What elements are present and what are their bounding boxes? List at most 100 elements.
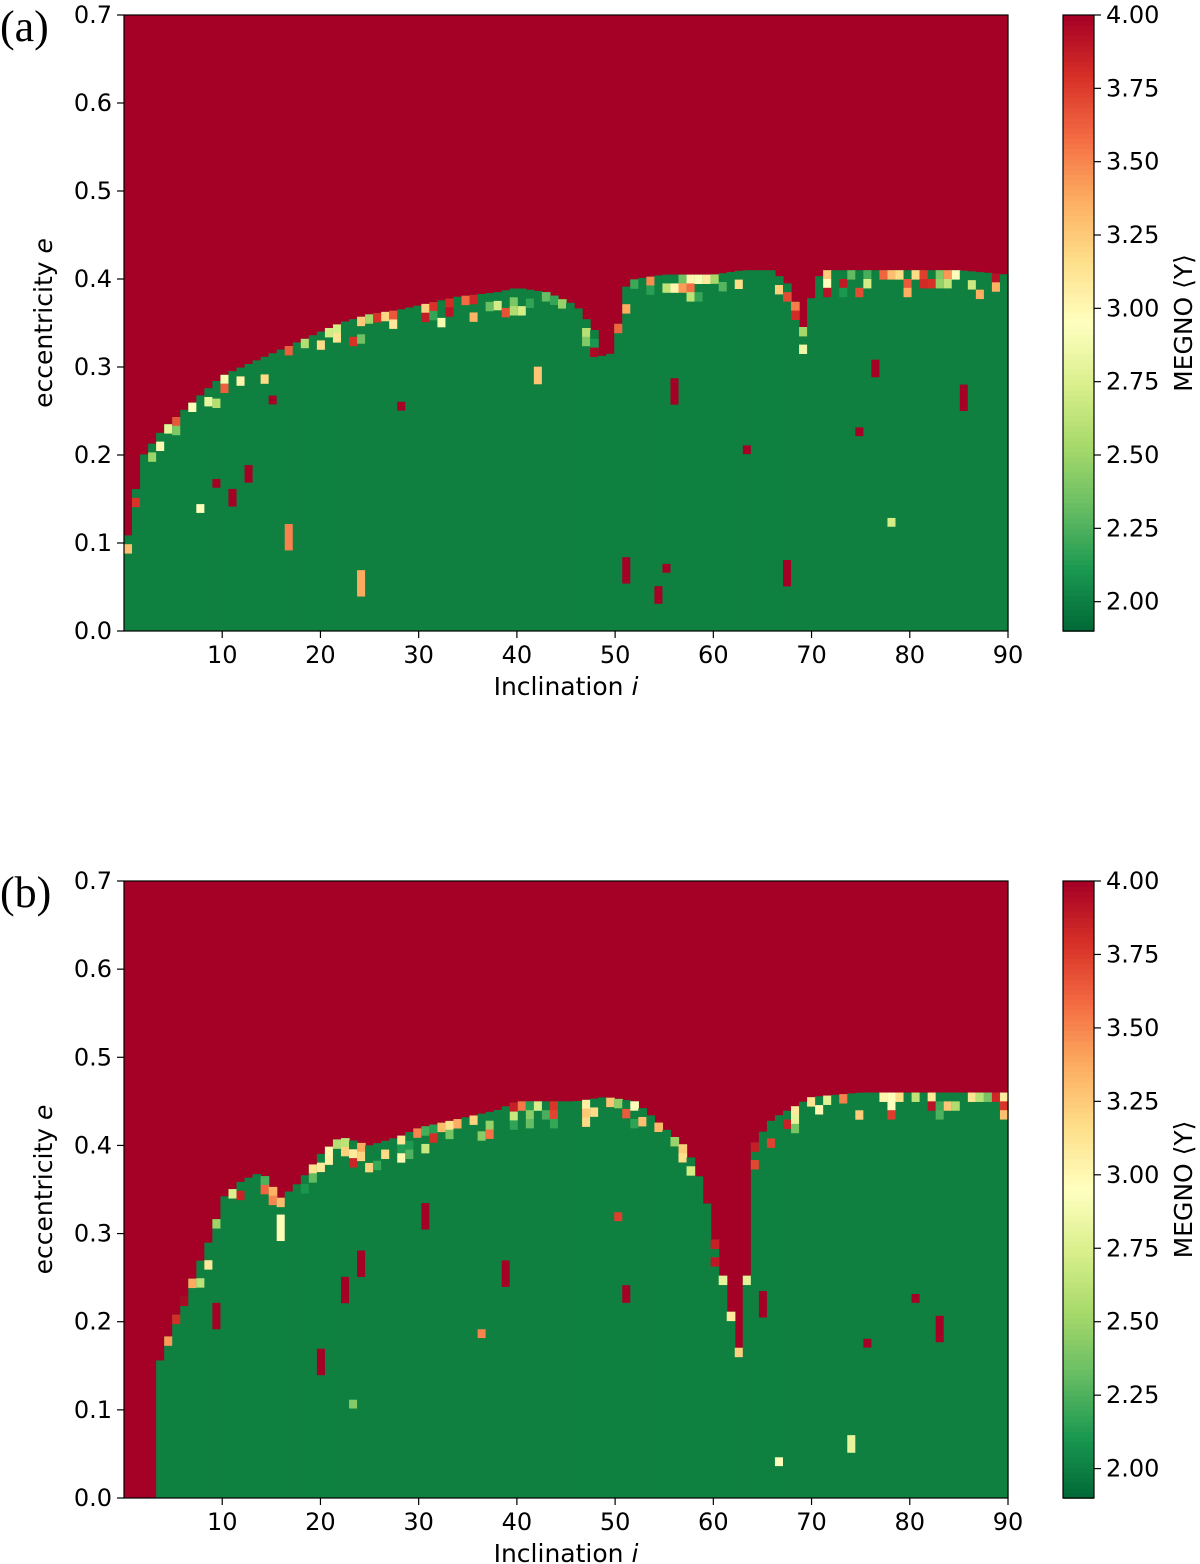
- megno-cell: [204, 397, 213, 407]
- stable-column: [871, 1092, 881, 1498]
- colorbar-segment: [1063, 922, 1094, 929]
- megno-cell: [791, 301, 800, 312]
- stable-column: [807, 298, 816, 631]
- x-tick-label: 70: [796, 1508, 827, 1536]
- colorbar-segment: [1063, 1117, 1094, 1124]
- megno-cell: [791, 1106, 800, 1116]
- stable-column: [847, 1093, 856, 1498]
- y-tick-label: 0.6: [74, 955, 112, 983]
- megno-cell: [332, 1139, 342, 1149]
- megno-cell: [823, 287, 832, 298]
- stable-column: [702, 274, 712, 631]
- colorbar-segment: [1063, 999, 1094, 1006]
- megno-cell: [397, 1144, 406, 1154]
- stable-column: [855, 270, 864, 631]
- colorbar-segment: [1063, 1384, 1094, 1391]
- stable-column: [799, 1101, 808, 1498]
- megno-cell: [935, 270, 945, 280]
- megno-cell: [622, 557, 631, 584]
- megno-cell: [429, 1124, 439, 1134]
- y-tick-label: 0.7: [74, 867, 112, 895]
- stable-column: [268, 1186, 278, 1498]
- megno-cell: [911, 1092, 921, 1102]
- colorbar-segment: [1063, 1174, 1094, 1181]
- stable-column: [485, 293, 495, 631]
- stable-column: [316, 1153, 326, 1498]
- stable-column: [943, 1092, 953, 1498]
- megno-cell: [590, 338, 599, 349]
- colorbar-segment: [1063, 502, 1094, 509]
- stable-column: [332, 324, 342, 631]
- megno-cell: [791, 1123, 800, 1134]
- colorbar-segment: [1063, 1282, 1094, 1288]
- colorbar-segment: [1063, 287, 1094, 293]
- stable-column: [662, 274, 672, 631]
- megno-cell: [357, 334, 366, 344]
- stable-column: [903, 1092, 913, 1498]
- megno-cell: [349, 336, 358, 347]
- megno-cell: [983, 1092, 993, 1102]
- colorbar-segment: [1063, 323, 1094, 329]
- colorbar-segment: [1063, 369, 1094, 376]
- stable-column: [815, 1096, 824, 1498]
- megno-cell: [324, 1155, 334, 1165]
- megno-cell: [357, 570, 366, 597]
- megno-cell: [316, 1348, 326, 1376]
- stable-column: [935, 1092, 945, 1498]
- colorbar-segment: [1063, 1204, 1094, 1211]
- colorbar-segment: [1063, 256, 1094, 263]
- megno-cell: [646, 285, 655, 295]
- colorbar-segment: [1063, 952, 1094, 959]
- colorbar-segment: [1063, 1009, 1094, 1016]
- colorbar-segment: [1063, 1436, 1094, 1443]
- colorbar-segment: [1063, 1266, 1094, 1273]
- colorbar-segment: [1063, 1307, 1094, 1314]
- stable-column: [903, 270, 913, 631]
- colorbar-segment: [1063, 1138, 1094, 1145]
- megno-cell: [549, 295, 559, 305]
- stable-column: [638, 277, 647, 631]
- megno-cell: [164, 424, 173, 434]
- megno-cell: [903, 279, 913, 289]
- stable-column: [124, 535, 133, 631]
- megno-cell: [156, 441, 165, 451]
- colorbar-segment: [1063, 230, 1094, 237]
- megno-cell: [855, 1110, 864, 1120]
- stable-column: [397, 309, 406, 631]
- megno-cell: [919, 270, 929, 280]
- colorbar-segment: [1063, 1220, 1094, 1227]
- stable-column: [718, 1275, 728, 1498]
- megno-cell: [357, 1151, 366, 1162]
- megno-cell: [582, 336, 591, 347]
- megno-cell: [911, 1293, 921, 1303]
- megno-cell: [445, 1120, 455, 1131]
- colorbar-segment: [1063, 1426, 1094, 1432]
- megno-cell: [357, 316, 366, 327]
- colorbar-tick-label: 2.50: [1106, 441, 1159, 469]
- x-tick-label: 80: [895, 1508, 926, 1536]
- colorbar-segment: [1063, 1096, 1094, 1103]
- megno-cell: [951, 270, 961, 280]
- x-tick-label: 30: [403, 1508, 434, 1536]
- megno-cell: [943, 279, 953, 289]
- colorbar-segment: [1063, 968, 1094, 975]
- stable-column: [750, 1142, 760, 1498]
- plot-frame: [123, 880, 1009, 1499]
- plot-frame: [123, 14, 1009, 632]
- colorbar-segment: [1063, 1091, 1094, 1098]
- megno-cell: [164, 1336, 173, 1346]
- colorbar-segment: [1063, 564, 1094, 571]
- stable-column: [887, 270, 897, 631]
- colorbar-segment: [1063, 76, 1094, 83]
- megno-cell: [469, 312, 479, 322]
- stable-column: [662, 1129, 672, 1498]
- stable-column: [501, 290, 511, 631]
- megno-cell: [381, 311, 390, 322]
- megno-cell: [501, 1260, 511, 1287]
- stable-column: [879, 270, 889, 631]
- stable-column: [381, 1140, 390, 1498]
- stable-column: [172, 417, 181, 631]
- x-tick-label: 70: [796, 641, 827, 669]
- megno-cell: [533, 1101, 543, 1111]
- colorbar-segment: [1063, 30, 1094, 37]
